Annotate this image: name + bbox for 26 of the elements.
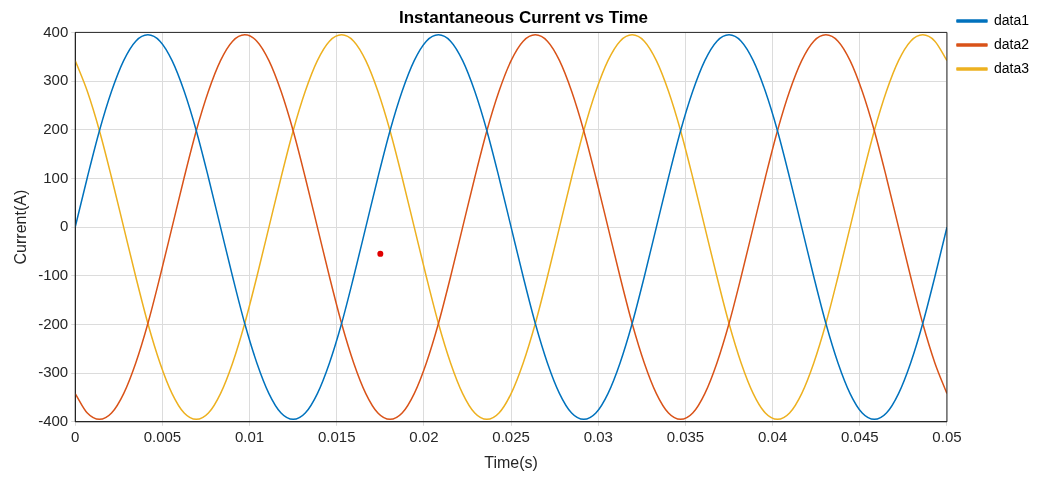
x-tick-label: 0 bbox=[71, 427, 80, 445]
y-tick-label: 0 bbox=[59, 217, 69, 235]
chart-title: Instantaneous Current vs Time bbox=[398, 7, 649, 27]
y-tick-label: 400 bbox=[43, 22, 69, 40]
y-tick-label: -300 bbox=[38, 363, 69, 381]
y-tick-label: 200 bbox=[43, 119, 69, 137]
x-tick-label: 0.02 bbox=[409, 427, 439, 445]
x-tick-label: 0.04 bbox=[758, 427, 788, 445]
legend-label: data2 bbox=[993, 35, 1030, 52]
y-axis-title: Current(A) bbox=[12, 189, 30, 265]
x-tick-label: 0.035 bbox=[666, 427, 705, 445]
x-tick-label: 0.005 bbox=[143, 427, 182, 445]
x-tick-label: 0.05 bbox=[932, 427, 962, 445]
legend-label: data3 bbox=[993, 59, 1030, 76]
x-tick-label: 0.045 bbox=[841, 427, 879, 445]
y-tick-label: -100 bbox=[38, 265, 69, 283]
x-tick-label: 0.025 bbox=[492, 427, 530, 445]
y-tick-label: 300 bbox=[43, 71, 69, 89]
y-tick-label: 100 bbox=[43, 168, 69, 186]
x-tick-label: 0.01 bbox=[234, 427, 265, 445]
y-tick-label: -200 bbox=[38, 314, 69, 332]
x-tick-label: 0.03 bbox=[583, 427, 613, 445]
x-tick-label: 0.015 bbox=[317, 427, 356, 445]
y-tick-label: -400 bbox=[38, 411, 69, 429]
legend-label: data1 bbox=[993, 11, 1030, 28]
x-axis-title: Time(s) bbox=[484, 453, 538, 471]
